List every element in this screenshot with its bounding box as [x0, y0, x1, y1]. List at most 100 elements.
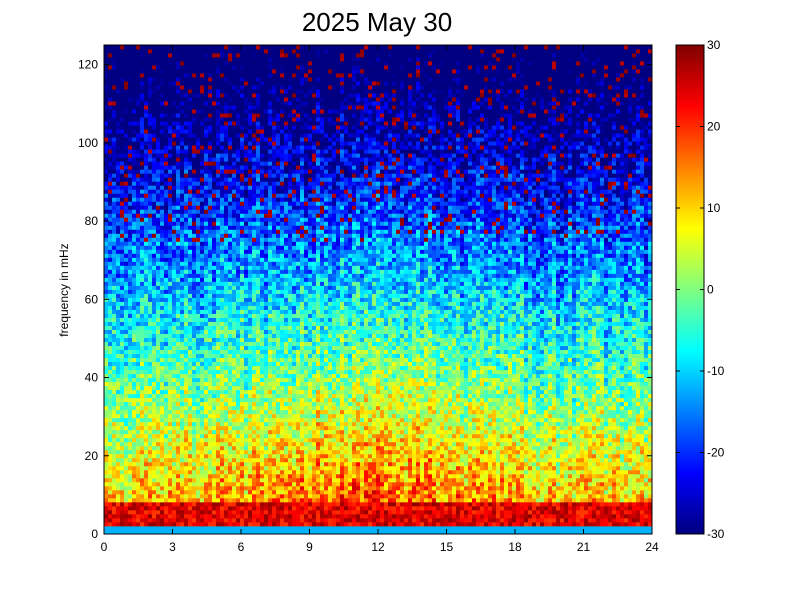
heatmap-cell	[172, 81, 177, 86]
heatmap-cell	[260, 225, 265, 230]
heatmap-cell	[128, 109, 133, 114]
heatmap-cell	[192, 253, 197, 258]
heatmap-cell	[156, 89, 161, 94]
heatmap-cell	[148, 157, 153, 162]
heatmap-cell	[144, 385, 149, 391]
heatmap-cell	[260, 401, 265, 407]
heatmap-cell	[132, 341, 137, 347]
heatmap-cell	[204, 313, 209, 318]
heatmap-cell	[180, 209, 185, 214]
heatmap-cell	[212, 489, 217, 495]
heatmap-cell	[208, 441, 213, 447]
heatmap-cell	[264, 97, 269, 102]
heatmap-cell	[240, 325, 245, 330]
heatmap-cell	[124, 101, 129, 106]
heatmap-cell	[144, 317, 149, 322]
heatmap-cell	[176, 345, 181, 351]
heatmap-cell	[228, 161, 233, 166]
heatmap-cell	[116, 465, 121, 471]
heatmap-cell	[108, 401, 113, 407]
heatmap-cell	[172, 257, 177, 262]
heatmap-cell	[212, 217, 217, 222]
heatmap-cell	[224, 129, 229, 134]
heatmap-cell	[144, 333, 149, 338]
heatmap-cell	[124, 477, 129, 483]
heatmap-cell	[112, 169, 117, 174]
heatmap-cell	[140, 225, 145, 230]
heatmap-cell	[248, 213, 253, 218]
heatmap-cell	[260, 325, 265, 330]
heatmap-cell	[148, 341, 153, 347]
heatmap-cell	[236, 145, 241, 150]
heatmap-cell	[148, 301, 153, 306]
heatmap-cell	[152, 253, 157, 258]
heatmap-cell	[224, 209, 229, 214]
heatmap-cell	[140, 133, 145, 138]
heatmap-cell	[216, 357, 221, 363]
heatmap-cell	[108, 349, 113, 355]
heatmap-cell	[108, 237, 113, 242]
heatmap-cell	[244, 293, 249, 298]
heatmap-cell	[252, 433, 257, 439]
heatmap-cell	[168, 393, 173, 399]
heatmap-cell	[108, 473, 113, 479]
heatmap-cell	[140, 449, 145, 455]
heatmap-cell	[236, 265, 241, 270]
heatmap-cell	[172, 365, 177, 371]
heatmap-cell	[132, 197, 137, 202]
heatmap-cell	[184, 45, 189, 50]
heatmap-cell	[168, 173, 173, 178]
heatmap-cell	[160, 317, 165, 322]
heatmap-cell	[156, 285, 161, 290]
heatmap-cell	[116, 229, 121, 234]
heatmap-cell	[232, 385, 237, 391]
heatmap-cell	[104, 113, 109, 118]
heatmap-cell	[164, 509, 169, 515]
heatmap-cell	[184, 397, 189, 403]
heatmap-cell	[160, 237, 165, 242]
heatmap-cell	[208, 249, 213, 254]
heatmap-cell	[168, 321, 173, 326]
heatmap-cell	[152, 149, 157, 154]
heatmap-cell	[152, 481, 157, 487]
heatmap-cell	[180, 205, 185, 210]
heatmap-cell	[244, 257, 249, 262]
heatmap-cell	[124, 269, 129, 274]
heatmap-cell	[252, 181, 257, 186]
heatmap-cell	[112, 377, 117, 383]
heatmap-cell	[236, 93, 241, 98]
heatmap-cell	[144, 513, 149, 519]
heatmap-cell	[244, 437, 249, 443]
heatmap-cell	[120, 373, 125, 379]
heatmap-cell	[208, 129, 213, 134]
heatmap-cell	[196, 409, 201, 415]
heatmap-cell	[156, 477, 161, 483]
heatmap-cell	[204, 153, 209, 158]
heatmap-cell	[232, 153, 237, 158]
heatmap-cell	[212, 281, 217, 286]
heatmap-cell	[264, 177, 269, 182]
heatmap-cell	[260, 117, 265, 122]
heatmap-cell	[240, 329, 245, 334]
heatmap-cell	[192, 349, 197, 355]
heatmap-cell	[164, 429, 169, 435]
heatmap-cell	[144, 97, 149, 102]
heatmap-cell	[108, 117, 113, 122]
heatmap-cell	[148, 253, 153, 258]
heatmap-cell	[196, 53, 201, 58]
heatmap-cell	[208, 389, 213, 395]
heatmap-cell	[204, 501, 209, 507]
heatmap-cell	[248, 177, 253, 182]
heatmap-cell	[244, 285, 249, 290]
heatmap-cell	[152, 49, 157, 54]
heatmap-cell	[136, 173, 141, 178]
heatmap-cell	[168, 477, 173, 483]
heatmap-cell	[144, 509, 149, 515]
heatmap-cell	[136, 133, 141, 138]
heatmap-cell	[136, 53, 141, 58]
heatmap-cell	[204, 261, 209, 266]
heatmap-cell	[124, 357, 129, 363]
heatmap-cell	[252, 45, 257, 50]
heatmap-cell	[140, 517, 145, 523]
heatmap-cell	[204, 469, 209, 475]
